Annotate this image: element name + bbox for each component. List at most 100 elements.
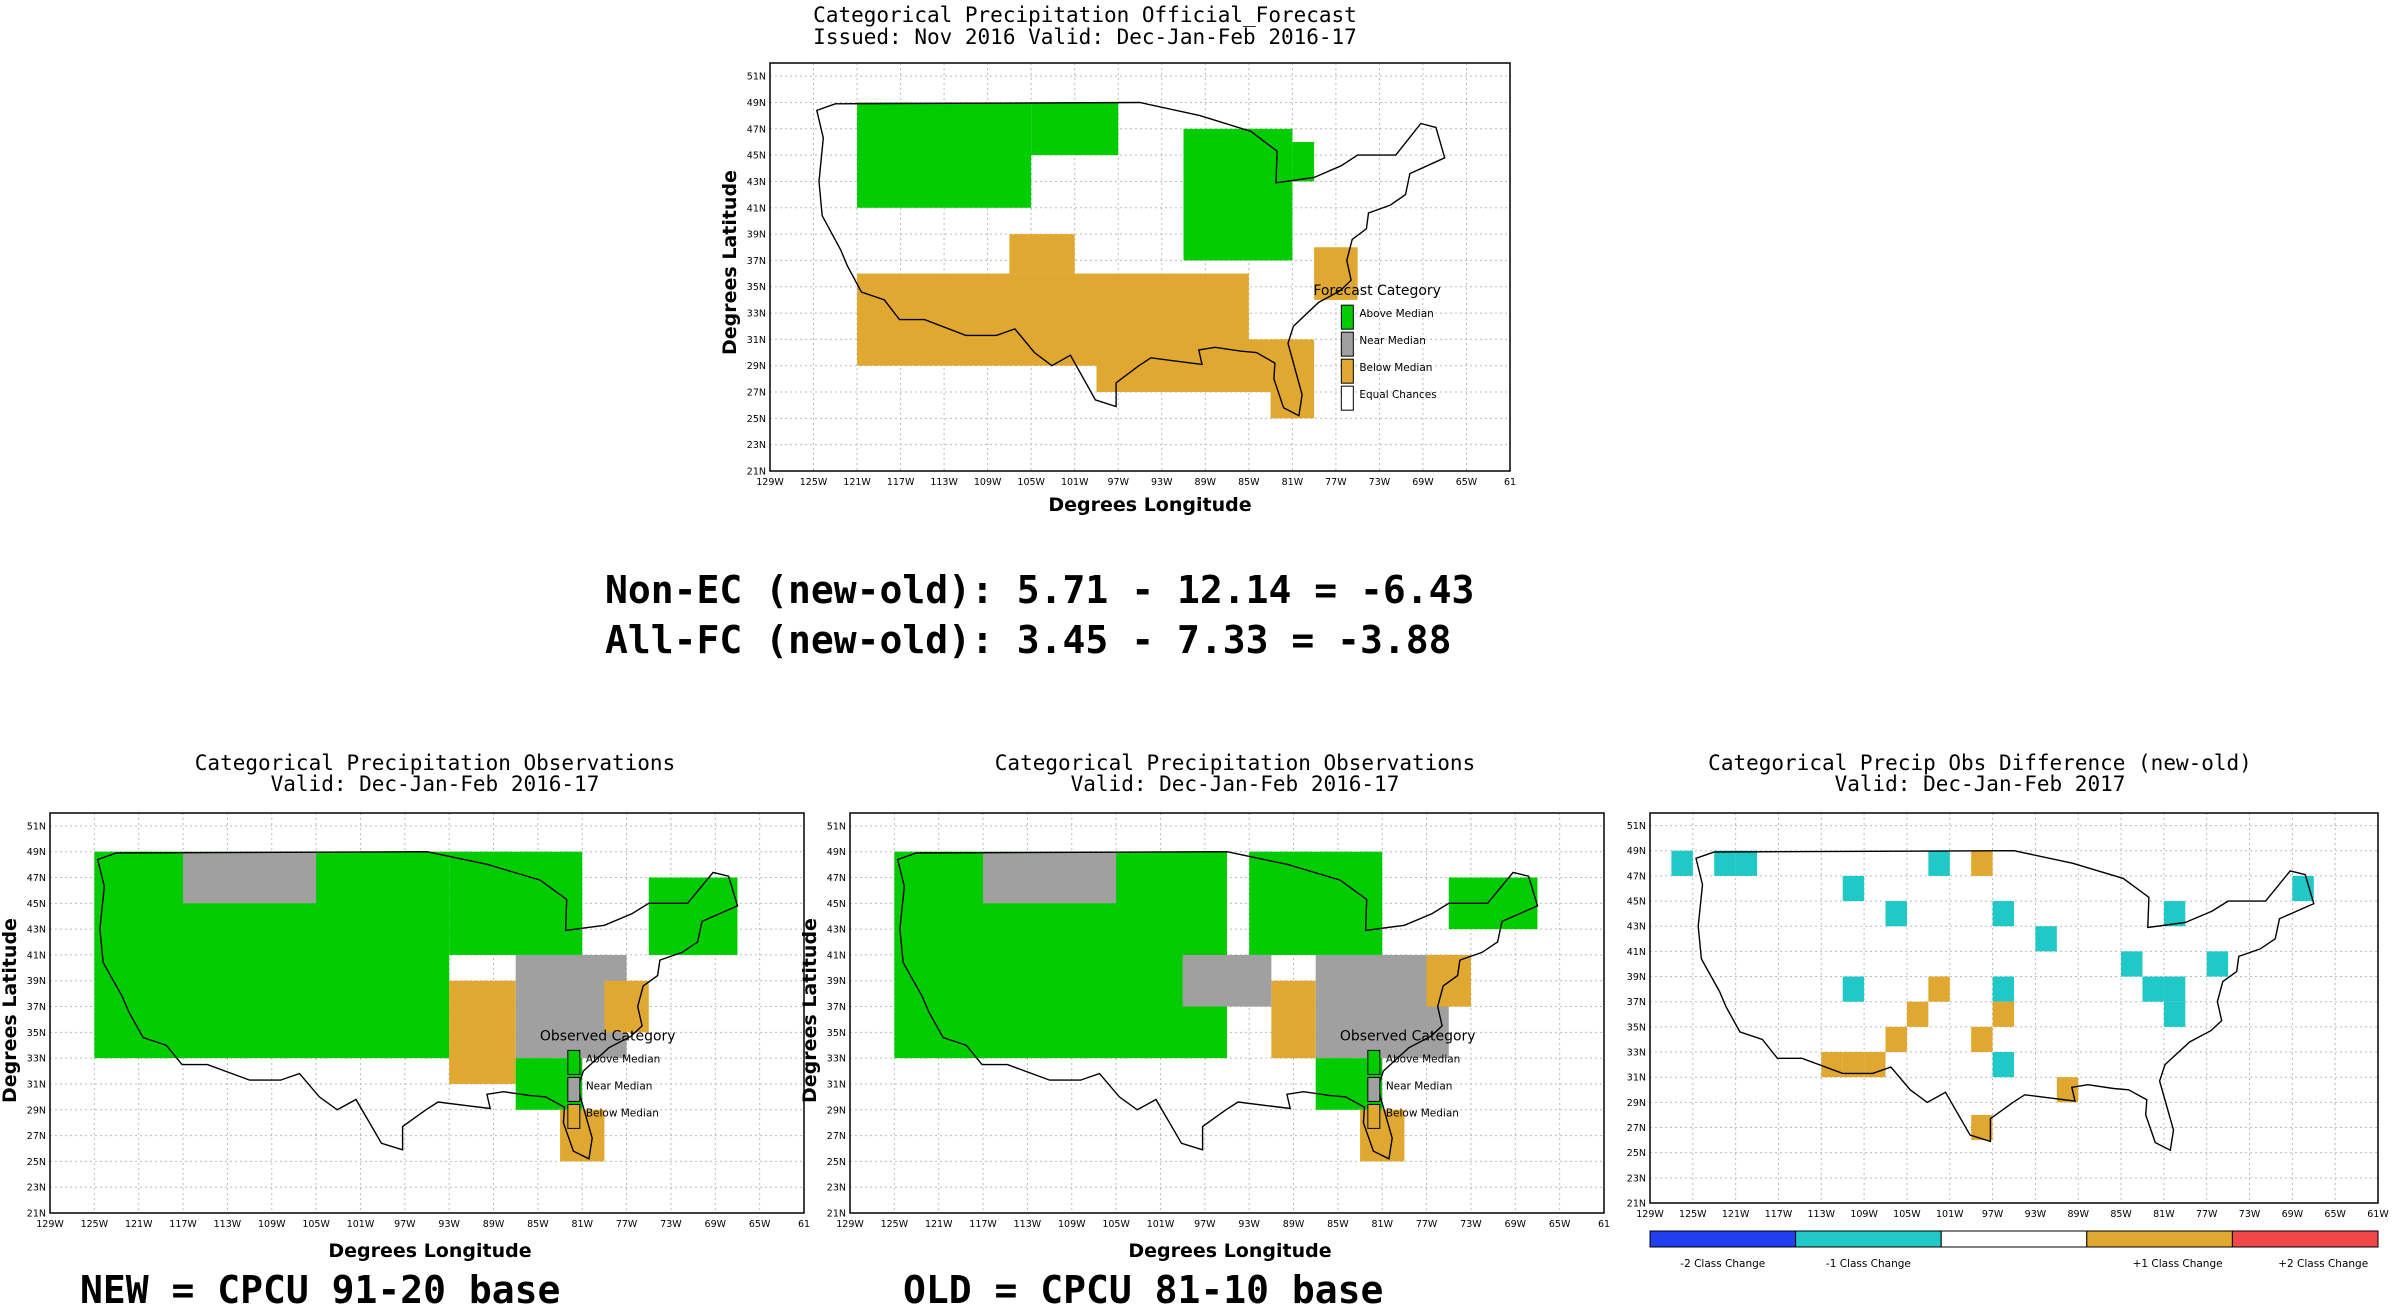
diff-title: Categorical Precip Obs Difference (new-o…	[1708, 751, 2252, 775]
y-tick-label: 51N	[747, 72, 766, 83]
legend-label: Below Median	[586, 1107, 659, 1119]
y-tick-label: 29N	[1627, 1098, 1646, 1109]
y-tick-label: 21N	[1627, 1199, 1646, 1210]
y-tick-label: 45N	[1627, 897, 1646, 908]
difference-cell	[1992, 1052, 2014, 1078]
x-tick-label: 109W	[1850, 1209, 1878, 1220]
y-tick-label: 25N	[827, 1157, 846, 1168]
x-tick-label: 121W	[925, 1219, 953, 1230]
obs-new-xlabel: Degrees Longitude	[328, 1240, 532, 1262]
x-tick-label: 109W	[1058, 1219, 1086, 1230]
difference-cell	[1992, 901, 2014, 927]
legend-label: Above Median	[586, 1053, 660, 1065]
forecast-title: Categorical Precipitation Official_Forec…	[813, 3, 1357, 27]
x-tick-label: 113W	[1014, 1219, 1042, 1230]
difference-cell	[1992, 1001, 2014, 1027]
footer-old: OLD = CPCU 81-10 base	[903, 1268, 1384, 1312]
y-tick-label: 35N	[747, 282, 766, 293]
y-tick-label: 23N	[27, 1183, 46, 1194]
x-tick-label: 105W	[302, 1219, 330, 1230]
y-tick-label: 31N	[27, 1079, 46, 1090]
difference-cell	[2292, 875, 2314, 902]
y-tick-label: 27N	[27, 1131, 46, 1142]
x-tick-label: 77W	[1325, 477, 1347, 488]
colorbar-segment	[1649, 1230, 1797, 1248]
category-region	[857, 102, 1032, 208]
x-tick-label: 117W	[1765, 1209, 1793, 1220]
x-tick-label: 81W	[2153, 1209, 2175, 1220]
legend-swatch	[1340, 358, 1354, 384]
x-tick-label: 73W	[660, 1219, 682, 1230]
x-tick-label: 89W	[483, 1219, 505, 1230]
category-region	[1182, 954, 1272, 1007]
y-tick-label: 31N	[827, 1079, 846, 1090]
difference-cell	[1885, 1026, 1907, 1053]
x-tick-label: 93W	[1151, 477, 1173, 488]
x-tick-label: 85W	[1238, 477, 1260, 488]
y-tick-label: 43N	[27, 925, 46, 936]
x-tick-label: 117W	[887, 477, 915, 488]
legend-label: Below Median	[1359, 362, 1432, 374]
x-tick-label: 61	[798, 1219, 810, 1230]
category-region	[1315, 954, 1449, 1059]
difference-cell	[2206, 951, 2229, 977]
obs-old-xlabel: Degrees Longitude	[1128, 1240, 1332, 1262]
stat-non-ec: Non-EC (new-old): 5.71 - 12.14 = -6.43	[605, 568, 1475, 612]
difference-cell	[2163, 901, 2186, 927]
forecast-ylabel: Degrees Latitude	[719, 170, 741, 355]
us-outline	[896, 850, 1539, 1160]
x-tick-label: 89W	[2067, 1209, 2089, 1220]
obs-old-ylabel: Degrees Latitude	[799, 918, 821, 1103]
y-tick-label: 47N	[1627, 871, 1646, 882]
difference-cell	[1992, 976, 2014, 1002]
x-tick-label: 77W	[2196, 1209, 2218, 1220]
legend-swatch	[567, 1076, 581, 1102]
y-tick-label: 49N	[827, 847, 846, 858]
y-tick-label: 37N	[747, 256, 766, 267]
y-tick-label: 45N	[747, 151, 766, 162]
x-tick-label: 125W	[881, 1219, 909, 1230]
difference-cell	[1928, 976, 1950, 1002]
colorbar-label: +1 Class Change	[2133, 1258, 2223, 1270]
y-tick-label: 43N	[1627, 922, 1646, 933]
x-tick-label: 85W	[1327, 1219, 1349, 1230]
x-tick-label: 129W	[36, 1219, 64, 1230]
y-tick-label: 41N	[1627, 947, 1646, 958]
plot-frame	[1649, 812, 2379, 1204]
legend-swatch	[567, 1103, 581, 1129]
y-tick-label: 37N	[1627, 997, 1646, 1008]
x-tick-label: 129W	[836, 1219, 864, 1230]
x-tick-label: 61W	[2367, 1209, 2389, 1220]
y-tick-label: 43N	[827, 925, 846, 936]
y-tick-label: 41N	[747, 203, 766, 214]
y-tick-label: 25N	[27, 1157, 46, 1168]
diff-map: 129W 125W 121W 117W 113W 109W 105W 101W 97W 93W 89…	[1627, 812, 2389, 1270]
y-tick-label: 41N	[27, 950, 46, 961]
category-region	[648, 877, 738, 955]
y-tick-label: 29N	[27, 1105, 46, 1116]
x-tick-label: 97W	[1107, 477, 1129, 488]
y-tick-label: 45N	[827, 899, 846, 910]
x-tick-label: 93W	[2025, 1209, 2047, 1220]
plot-frame	[49, 812, 805, 1214]
category-region	[1270, 339, 1315, 419]
y-tick-label: 29N	[827, 1105, 846, 1116]
colorbar-segment	[2231, 1230, 2379, 1248]
x-tick-label: 97W	[1982, 1209, 2004, 1220]
x-tick-label: 61	[1598, 1219, 1610, 1230]
y-tick-label: 39N	[827, 976, 846, 987]
y-tick-label: 37N	[27, 1002, 46, 1013]
difference-cell	[2035, 926, 2057, 952]
obs-new-map: 129W 125W 121W 117W 113W 109W 105W 101W 97W 93W 89…	[27, 812, 810, 1230]
x-tick-label: 125W	[1679, 1209, 1707, 1220]
legend-label: Equal Chances	[1359, 389, 1436, 401]
x-tick-label: 121W	[125, 1219, 153, 1230]
difference-cell	[1971, 1114, 1993, 1141]
y-tick-label: 41N	[827, 950, 846, 961]
y-tick-label: 23N	[827, 1183, 846, 1194]
x-tick-label: 129W	[1636, 1209, 1664, 1220]
obs-new-subtitle: Valid: Dec-Jan-Feb 2016-17	[270, 772, 600, 796]
difference-cell	[2163, 1001, 2186, 1027]
y-tick-label: 39N	[27, 976, 46, 987]
category-region	[983, 851, 1117, 904]
